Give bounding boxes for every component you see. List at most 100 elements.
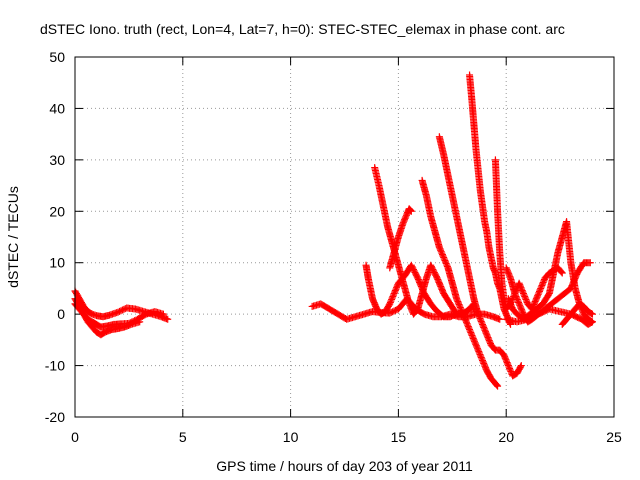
data-point-marker [401,216,409,224]
data-point-marker [393,284,401,292]
y-axis-label: dSTEC / TECUs [5,186,21,288]
data-point-marker [392,285,400,293]
chart-title: dSTEC Iono. truth (rect, Lon=4, Lat=7, h… [40,21,565,37]
data-point-marker [501,354,509,362]
data-point-marker [478,355,486,363]
data-point-marker [400,217,408,225]
data-point-marker [456,302,464,310]
data-point-marker [402,213,410,221]
data-point-marker [476,351,484,359]
data-point-marker [517,362,525,370]
y-tick-label: 30 [49,152,65,168]
y-tick-labels: -20 -10 0 10 20 30 40 50 [45,49,65,425]
data-point-marker [504,362,512,370]
data-point-marker [520,291,528,299]
data-point-marker [539,280,547,288]
y-tick-label: 20 [49,203,65,219]
data-point-marker [469,333,477,341]
data-point-marker [513,294,521,302]
data-point-marker [405,300,413,308]
x-axis-label: GPS time / hours of day 203 of year 2011 [216,458,473,474]
data-point-marker [505,270,513,278]
data-point-marker [391,288,399,296]
data-point-marker [406,303,414,311]
data-point-marker [500,351,508,359]
data-point-marker [533,293,541,301]
data-point-marker [466,326,474,334]
data-point-marker [504,268,512,276]
data-point-marker [503,265,511,273]
data-point-marker [477,352,485,360]
data-point-marker [437,248,445,256]
data-point-marker [475,348,483,356]
data-point-marker [518,285,526,293]
data-point-marker [480,361,488,369]
data-point-marker [164,315,172,323]
data-point-marker [517,284,525,292]
data-point-marker [393,282,401,290]
data-point-marker [477,317,485,325]
data-point-marker [516,282,524,290]
data-points [71,71,596,390]
axis-ticks [74,56,615,418]
data-point-marker [441,257,449,265]
data-point-marker [503,359,511,367]
data-point-marker [494,382,502,390]
data-point-marker [436,245,444,253]
data-point-marker [456,304,464,312]
data-point-marker [474,310,482,318]
x-tick-label: 0 [71,429,79,445]
data-point-marker [478,356,486,364]
data-point-marker [557,268,565,276]
data-point-marker [453,295,461,303]
data-point-marker [466,327,474,335]
data-point-marker [480,325,488,333]
data-point-marker [471,339,479,347]
data-point-marker [474,345,482,353]
data-point-marker [442,259,450,267]
y-tick-label: 40 [49,100,65,116]
data-point-marker [474,346,482,354]
data-point-marker [407,207,415,215]
data-point-marker [534,290,542,298]
data-point-marker [587,319,595,326]
data-point-marker [531,299,539,307]
data-point-marker [443,261,451,269]
data-point-marker [496,315,504,323]
y-tick-label: -20 [45,409,65,425]
data-point-marker [388,294,396,302]
y-tick-label: 10 [49,255,65,271]
data-point-marker [503,357,511,365]
data-point-marker [523,297,531,305]
plot-frame [74,56,615,418]
data-point-marker [472,342,480,350]
y-tick-label: 0 [57,306,65,322]
data-point-marker [461,315,469,323]
data-point-marker [469,334,477,342]
data-point-marker [505,271,513,279]
data-point-marker [475,313,483,321]
data-point-marker [506,366,514,374]
data-point-marker [485,337,493,345]
data-point-marker [558,269,566,277]
data-point-marker [399,219,407,227]
data-point-marker [458,306,466,314]
x-tick-label: 20 [498,429,514,445]
data-point-marker [479,358,487,366]
data-point-marker [480,359,488,367]
data-point-marker [464,321,472,329]
data-point-marker [587,310,595,317]
data-point-marker [475,312,483,320]
data-point-marker [472,340,480,348]
data-point-marker [588,310,596,318]
data-point-marker [480,323,488,331]
data-point-marker [459,309,467,317]
grid-lines [75,57,614,417]
data-point-marker [389,293,397,301]
data-point-marker [483,331,491,339]
data-point-marker [515,279,523,287]
data-point-marker [502,264,510,272]
data-point-marker [481,326,489,334]
data-point-marker [476,315,484,323]
